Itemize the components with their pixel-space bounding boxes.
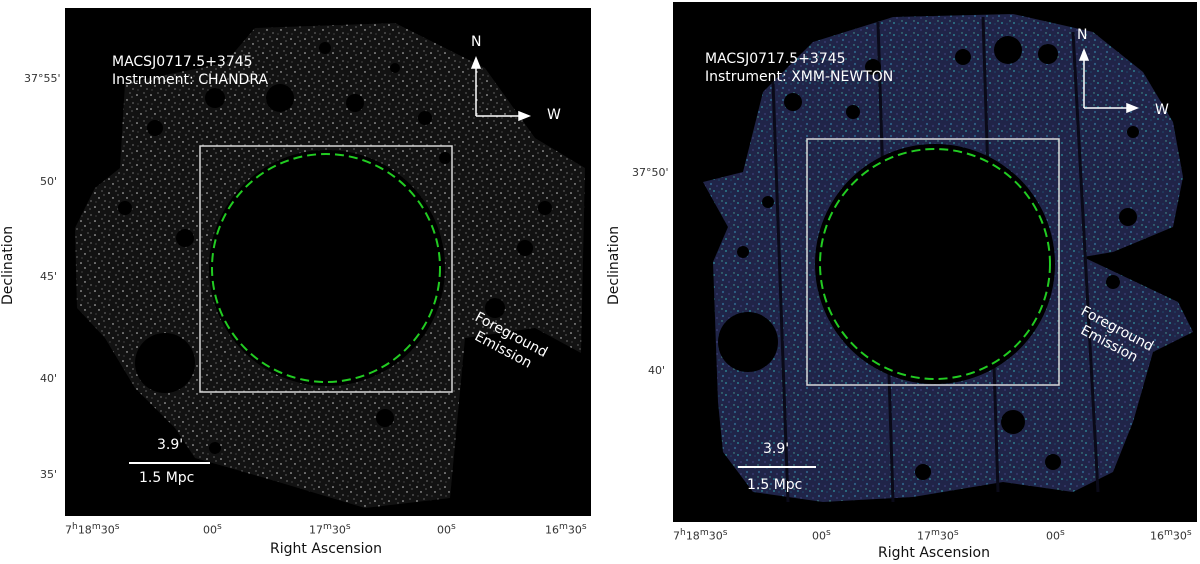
xmm-west-label: W bbox=[1155, 102, 1169, 118]
chandra-xlabel: Right Ascension bbox=[270, 541, 382, 557]
chandra-ytick: 40' bbox=[40, 372, 58, 385]
chandra-ytick: 45' bbox=[40, 270, 58, 283]
xmm-xtick: 7h18m30s bbox=[673, 527, 728, 543]
xmm-scale-mpc: 1.5 Mpc bbox=[747, 477, 803, 493]
xmm-ytick: 40' bbox=[648, 364, 666, 377]
chandra-masked-core bbox=[209, 150, 445, 386]
xmm-compass bbox=[1078, 47, 1140, 114]
xmm-image-frame: MACSJ0717.5+3745 Instrument: XMM-NEWTON … bbox=[673, 2, 1197, 522]
chandra-scale-mpc: 1.5 Mpc bbox=[139, 470, 195, 486]
xmm-xtick: 16m30s bbox=[1150, 527, 1192, 543]
chandra-xtick: 00s bbox=[203, 521, 222, 537]
chandra-west-label: W bbox=[547, 107, 561, 123]
chandra-scale-arcmin: 3.9' bbox=[157, 437, 184, 453]
chandra-ytick: 37°55' bbox=[24, 72, 61, 85]
chandra-xtick: 7h18m30s bbox=[65, 521, 120, 537]
chandra-ylabel: Declination bbox=[0, 225, 16, 305]
xmm-ylabel: Declination bbox=[606, 225, 622, 305]
xmm-analysis-box bbox=[806, 138, 1060, 386]
xmm-masked-core bbox=[815, 144, 1055, 384]
xmm-xlabel: Right Ascension bbox=[878, 545, 990, 561]
chandra-dashed-circle bbox=[211, 153, 441, 383]
chandra-xtick: 17m30s bbox=[309, 521, 351, 537]
chandra-object-name: MACSJ0717.5+3745 bbox=[112, 54, 253, 70]
xmm-xtick: 00s bbox=[812, 527, 831, 543]
chandra-analysis-box bbox=[199, 145, 453, 393]
xmm-image bbox=[703, 14, 1193, 503]
chandra-instrument-label: Instrument: CHANDRA bbox=[112, 72, 269, 88]
chandra-xtick: 00s bbox=[437, 521, 456, 537]
xmm-north-label: N bbox=[1077, 27, 1088, 43]
chandra-image-frame: MACSJ0717.5+3745 Instrument: CHANDRA N W… bbox=[65, 8, 591, 516]
xmm-masked-sources bbox=[718, 36, 1139, 480]
xmm-scale-arcmin: 3.9' bbox=[763, 441, 790, 457]
xmm-object-name: MACSJ0717.5+3745 bbox=[705, 51, 846, 67]
chandra-image bbox=[75, 23, 585, 508]
xmm-xtick: 17m30s bbox=[917, 527, 959, 543]
chandra-xtick: 16m30s bbox=[545, 521, 587, 537]
chandra-ytick: 50' bbox=[40, 175, 58, 188]
chandra-ytick: 35' bbox=[40, 468, 58, 481]
chandra-masked-sources bbox=[118, 42, 552, 454]
chandra-compass bbox=[470, 55, 532, 122]
xmm-instrument-label: Instrument: XMM-NEWTON bbox=[705, 69, 894, 85]
xmm-xtick: 00s bbox=[1046, 527, 1065, 543]
chandra-north-label: N bbox=[471, 34, 482, 50]
xmm-ytick: 37°50' bbox=[632, 166, 669, 179]
xmm-dashed-circle bbox=[819, 148, 1051, 380]
